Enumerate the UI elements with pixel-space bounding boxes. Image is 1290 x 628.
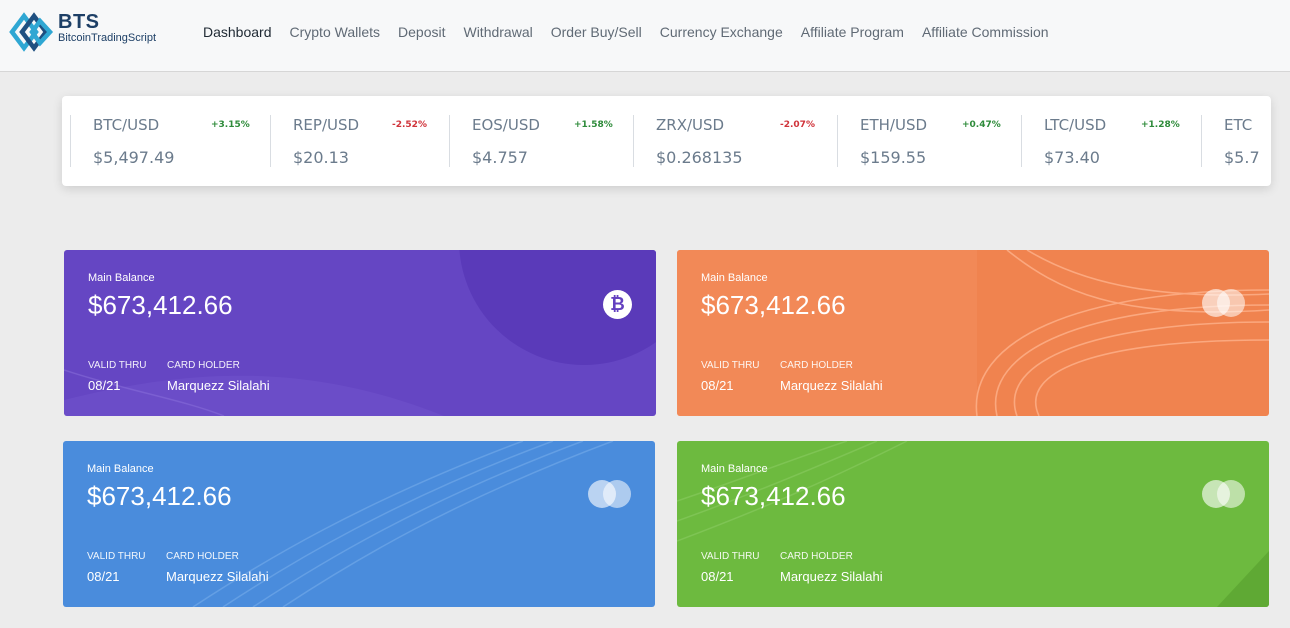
card-background <box>64 250 656 416</box>
balance-card-green[interactable]: Main Balance $673,412.66 VALID THRU CARD… <box>677 441 1269 607</box>
main-nav: Dashboard Crypto Wallets Deposit Withdra… <box>194 22 1058 42</box>
card-balance-label: Main Balance <box>88 272 155 284</box>
nav-order-buy-sell[interactable]: Order Buy/Sell <box>550 24 642 40</box>
nav-currency-exchange[interactable]: Currency Exchange <box>659 24 783 40</box>
ticker-price: $4.757 <box>472 148 528 167</box>
valid-thru-value: 08/21 <box>701 378 734 393</box>
valid-thru-value: 08/21 <box>87 569 120 584</box>
nav-dashboard[interactable]: Dashboard <box>203 24 272 40</box>
ticker-change: +0.47% <box>962 120 1001 130</box>
card-holder-name: Marquezz Silalahi <box>780 569 883 584</box>
mastercard-icon <box>1202 289 1246 317</box>
card-balance-label: Main Balance <box>701 463 768 475</box>
card-balance-label: Main Balance <box>701 272 768 284</box>
card-holder-name: Marquezz Silalahi <box>167 378 270 393</box>
ticker-pair: ETC <box>1224 116 1253 134</box>
nav-crypto-wallets[interactable]: Crypto Wallets <box>289 24 381 40</box>
card-balance-amount: $673,412.66 <box>701 481 846 511</box>
balance-card-purple[interactable]: Main Balance $673,412.66 ₿ VALID THRU CA… <box>64 250 656 416</box>
ticker-pair: REP/USD <box>293 116 360 134</box>
ticker-pair: ETH/USD <box>860 116 928 134</box>
ticker-change: +3.15% <box>211 120 250 130</box>
mastercard-icon <box>1202 480 1246 508</box>
balance-card-orange[interactable]: Main Balance $673,412.66 VALID THRU CARD… <box>677 250 1269 416</box>
valid-thru-label: VALID THRU <box>701 551 760 562</box>
card-balance-amount: $673,412.66 <box>701 290 846 320</box>
card-background <box>677 250 1269 416</box>
card-holder-label: CARD HOLDER <box>166 551 239 562</box>
nav-affiliate-commission[interactable]: Affiliate Commission <box>921 24 1049 40</box>
valid-thru-label: VALID THRU <box>701 360 760 371</box>
ticker-price: $159.55 <box>860 148 927 167</box>
card-background <box>63 441 655 607</box>
valid-thru-value: 08/21 <box>88 378 121 393</box>
valid-thru-label: VALID THRU <box>88 360 147 371</box>
ticker-price: $73.40 <box>1044 148 1100 167</box>
card-holder-label: CARD HOLDER <box>780 360 853 371</box>
ticker-item-ltc[interactable]: LTC/USD +1.28% $73.40 <box>1021 115 1201 167</box>
ticker-pair: BTC/USD <box>93 116 160 134</box>
nav-withdrawal[interactable]: Withdrawal <box>463 24 533 40</box>
ticker-price: $0.268135 <box>656 148 743 167</box>
balance-card-blue[interactable]: Main Balance $673,412.66 VALID THRU CARD… <box>63 441 655 607</box>
valid-thru-label: VALID THRU <box>87 551 146 562</box>
valid-thru-value: 08/21 <box>701 569 734 584</box>
mastercard-icon <box>588 480 632 508</box>
ticker-change: -2.07% <box>780 120 815 130</box>
ticker-item-etc[interactable]: ETC $5.7 <box>1201 115 1271 167</box>
nav-affiliate-program[interactable]: Affiliate Program <box>800 24 904 40</box>
ticker-pair: EOS/USD <box>472 116 540 134</box>
brand-title: BTS <box>58 11 100 33</box>
card-holder-label: CARD HOLDER <box>167 360 240 371</box>
ticker-change: -2.52% <box>392 120 427 130</box>
brand-subtitle: BitcoinTradingScript <box>58 32 157 44</box>
ticker-price: $20.13 <box>293 148 349 167</box>
bitcoin-icon: ₿ <box>603 290 632 319</box>
ticker-price: $5,497.49 <box>93 148 175 167</box>
ticker-change: +1.28% <box>1141 120 1180 130</box>
ticker-item-eth[interactable]: ETH/USD +0.47% $159.55 <box>837 115 1021 167</box>
card-holder-label: CARD HOLDER <box>780 551 853 562</box>
card-balance-amount: $673,412.66 <box>88 290 233 320</box>
card-balance-amount: $673,412.66 <box>87 481 232 511</box>
card-background <box>677 441 1269 607</box>
ticker-pair: ZRX/USD <box>656 116 725 134</box>
card-holder-name: Marquezz Silalahi <box>166 569 269 584</box>
logo-diamond-icon <box>9 12 54 52</box>
card-holder-name: Marquezz Silalahi <box>780 378 883 393</box>
ticker-pair: LTC/USD <box>1044 116 1107 134</box>
card-balance-label: Main Balance <box>87 463 154 475</box>
brand-logo[interactable]: BTS BitcoinTradingScript <box>8 8 168 56</box>
ticker-item-zrx[interactable]: ZRX/USD -2.07% $0.268135 <box>633 115 837 167</box>
nav-deposit[interactable]: Deposit <box>398 24 446 40</box>
ticker-item-eos[interactable]: EOS/USD +1.58% $4.757 <box>449 115 633 167</box>
ticker-item-rep[interactable]: REP/USD -2.52% $20.13 <box>270 115 449 167</box>
ticker-item-btc[interactable]: BTC/USD +3.15% $5,497.49 <box>70 115 270 167</box>
top-navbar: BTS BitcoinTradingScript Dashboard Crypt… <box>0 0 1290 72</box>
price-ticker: BTC/USD +3.15% $5,497.49 REP/USD -2.52% … <box>62 96 1271 186</box>
ticker-price: $5.7 <box>1224 148 1260 167</box>
ticker-change: +1.58% <box>574 120 613 130</box>
